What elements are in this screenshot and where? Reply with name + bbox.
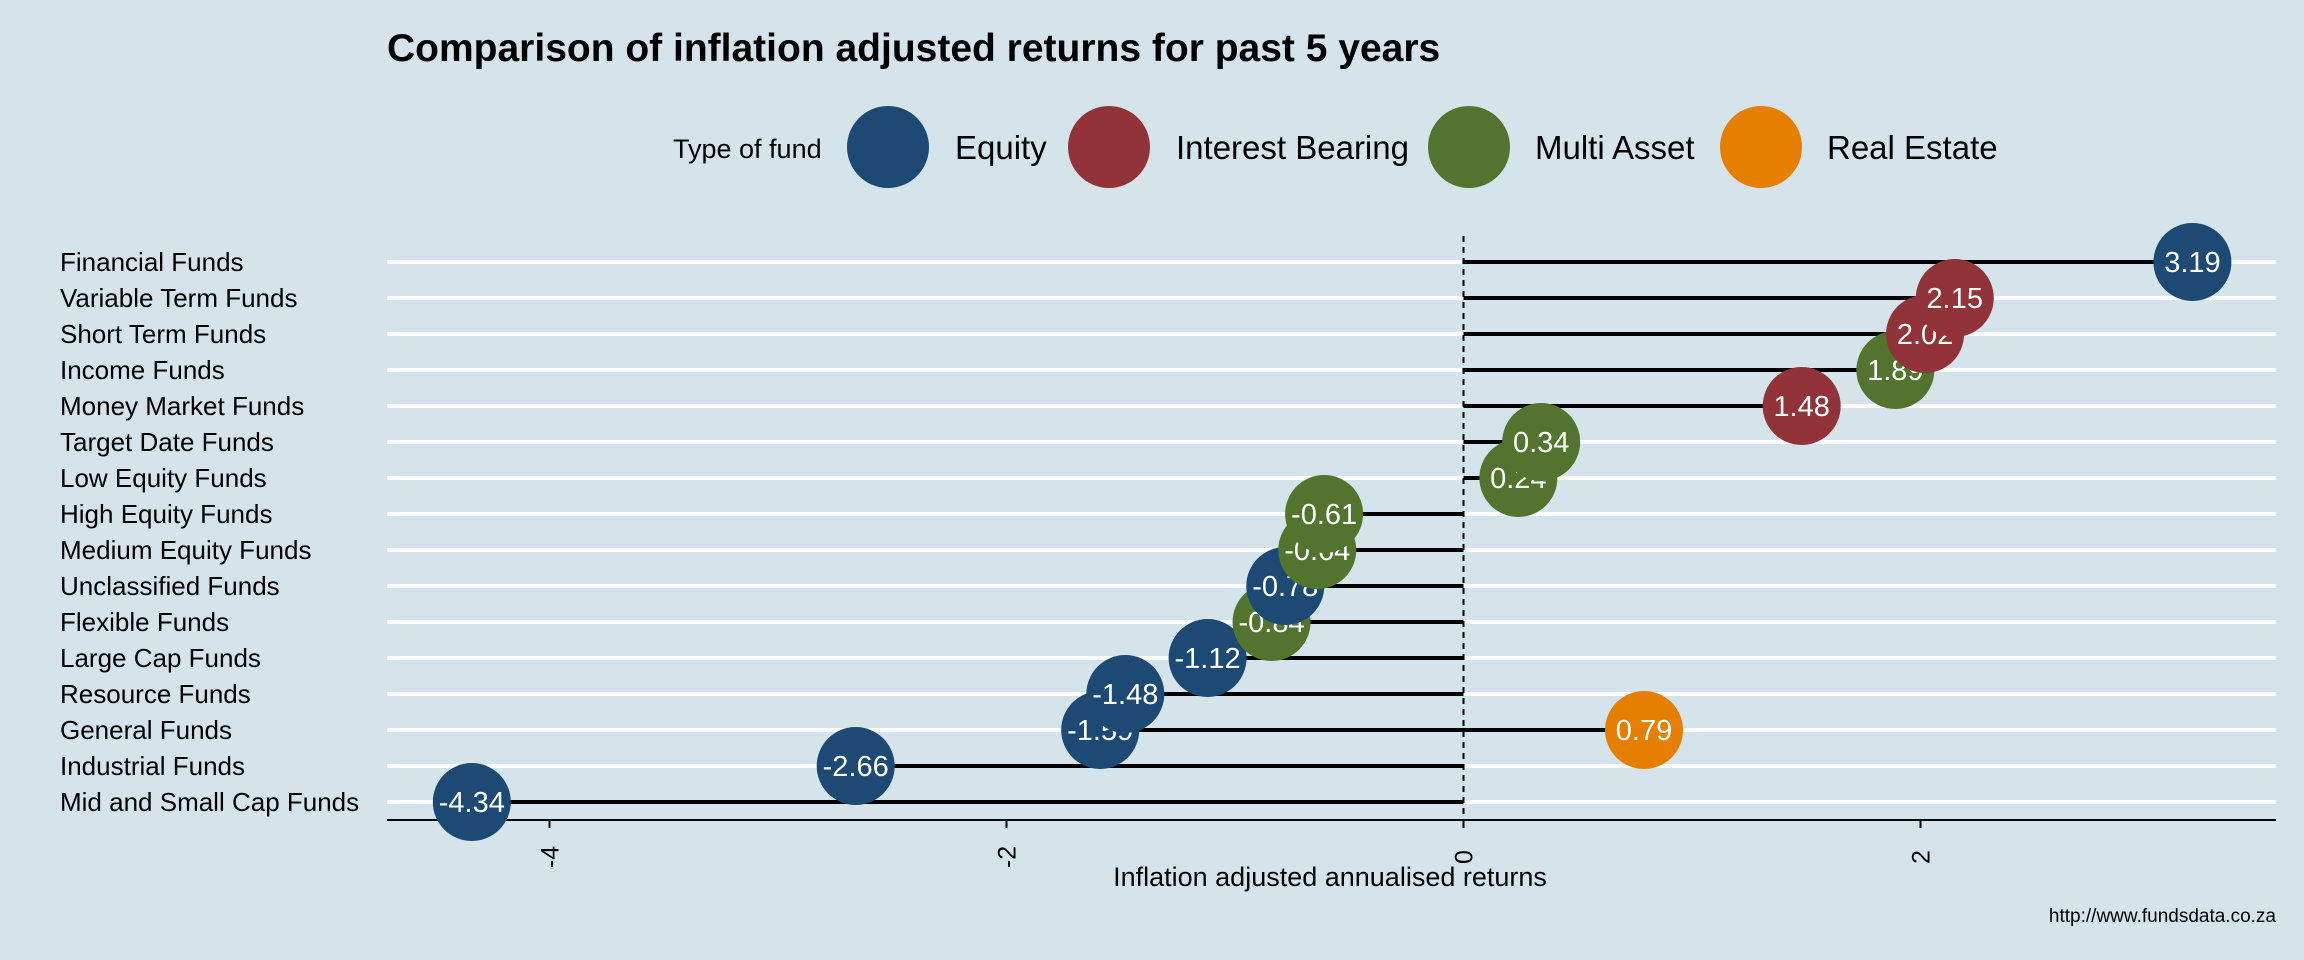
x-tick-label: 0 <box>1451 850 1479 864</box>
data-label: 1.48 <box>1773 391 1829 423</box>
data-point-financial-funds-equity: 3.19 <box>2153 223 2232 301</box>
data-label: 3.19 <box>2164 247 2220 279</box>
source-note: http://www.fundsdata.co.za <box>2049 906 2277 927</box>
data-label: -0.61 <box>1291 499 1357 531</box>
legend: Type of fund Equity Interest Bearing Multi… <box>673 106 1998 188</box>
legend-label-equity: Equity <box>955 129 1047 166</box>
data-point-high-equity-funds-multi-asset: -0.61 <box>1285 475 1364 553</box>
legend-key-multi-asset <box>1428 106 1510 188</box>
data-point-marker <box>1762 367 1841 445</box>
data-point-industrial-funds-equity: -2.66 <box>816 727 895 805</box>
legend-key-equity <box>847 106 929 188</box>
category-label-high-equity-funds: High Equity Funds <box>60 499 272 529</box>
data-point-general-funds-real-estate: 0.79 <box>1605 691 1684 769</box>
category-label-mid-and-small-cap-funds: Mid and Small Cap Funds <box>60 787 359 817</box>
data-point-marker <box>1605 691 1684 769</box>
category-label-short-term-funds: Short Term Funds <box>60 319 266 349</box>
data-point-variable-term-funds-interest-bearing: 2.15 <box>1915 259 1994 337</box>
category-label-general-funds: General Funds <box>60 715 232 745</box>
legend-label-interest-bearing: Interest Bearing <box>1176 129 1409 166</box>
category-label-money-market-funds: Money Market Funds <box>60 391 304 421</box>
data-point-marker <box>1502 403 1581 481</box>
x-axis-label: Inflation adjusted annualised returns <box>1113 862 1547 892</box>
data-point-large-cap-funds-equity: -1.12 <box>1168 619 1247 697</box>
chart-title: Comparison of inflation adjusted returns… <box>387 27 1440 70</box>
x-tick-label: 2 <box>1908 850 1936 864</box>
data-point-money-market-funds-interest-bearing: 1.48 <box>1762 367 1841 445</box>
category-label-target-date-funds: Target Date Funds <box>60 427 274 457</box>
category-label-income-funds: Income Funds <box>60 355 225 385</box>
data-point-marker <box>432 763 511 841</box>
data-point-marker <box>1086 655 1165 733</box>
x-tick-label: -2 <box>994 846 1022 868</box>
category-label-large-cap-funds: Large Cap Funds <box>60 643 261 673</box>
data-point-resource-funds-equity: -1.48 <box>1086 655 1165 733</box>
data-label: 0.34 <box>1513 427 1569 459</box>
category-label-financial-funds: Financial Funds <box>60 247 244 277</box>
data-point-marker <box>2153 223 2232 301</box>
category-label-industrial-funds: Industrial Funds <box>60 751 245 781</box>
data-label: 2.15 <box>1927 283 1983 315</box>
data-label: -2.66 <box>823 751 889 783</box>
data-points: -4.34-2.66-1.59 0.79-1.48-1.12-0.84-0.78-… <box>432 223 2232 841</box>
category-label-unclassified-funds: Unclassified Funds <box>60 571 280 601</box>
category-labels: Financial Funds Variable Term Funds Short … <box>60 247 359 817</box>
data-label: -1.12 <box>1175 643 1241 675</box>
legend-label-real-estate: Real Estate <box>1827 129 1998 166</box>
x-tick-label: -4 <box>537 846 565 868</box>
legend-key-interest-bearing <box>1068 106 1150 188</box>
legend-key-real-estate <box>1720 106 1802 188</box>
data-label: 0.79 <box>1616 715 1672 747</box>
data-point-marker <box>1168 619 1247 697</box>
category-label-resource-funds: Resource Funds <box>60 679 251 709</box>
data-point-marker <box>816 727 895 805</box>
data-point-marker <box>1915 259 1994 337</box>
category-label-medium-equity-funds: Medium Equity Funds <box>60 535 311 565</box>
legend-label-multi-asset: Multi Asset <box>1535 129 1695 166</box>
data-point-mid-and-small-cap-funds-equity: -4.34 <box>432 763 511 841</box>
data-label: -1.48 <box>1092 679 1158 711</box>
x-axis-ticks: -4 -2 0 2 <box>537 820 1936 868</box>
data-point-marker <box>1285 475 1364 553</box>
data-point-target-date-funds-multi-asset: 0.34 <box>1502 403 1581 481</box>
category-label-low-equity-funds: Low Equity Funds <box>60 463 267 493</box>
category-label-flexible-funds: Flexible Funds <box>60 607 229 637</box>
legend-title: Type of fund <box>673 134 822 164</box>
data-label: -4.34 <box>439 787 505 819</box>
category-label-variable-term-funds: Variable Term Funds <box>60 283 297 313</box>
